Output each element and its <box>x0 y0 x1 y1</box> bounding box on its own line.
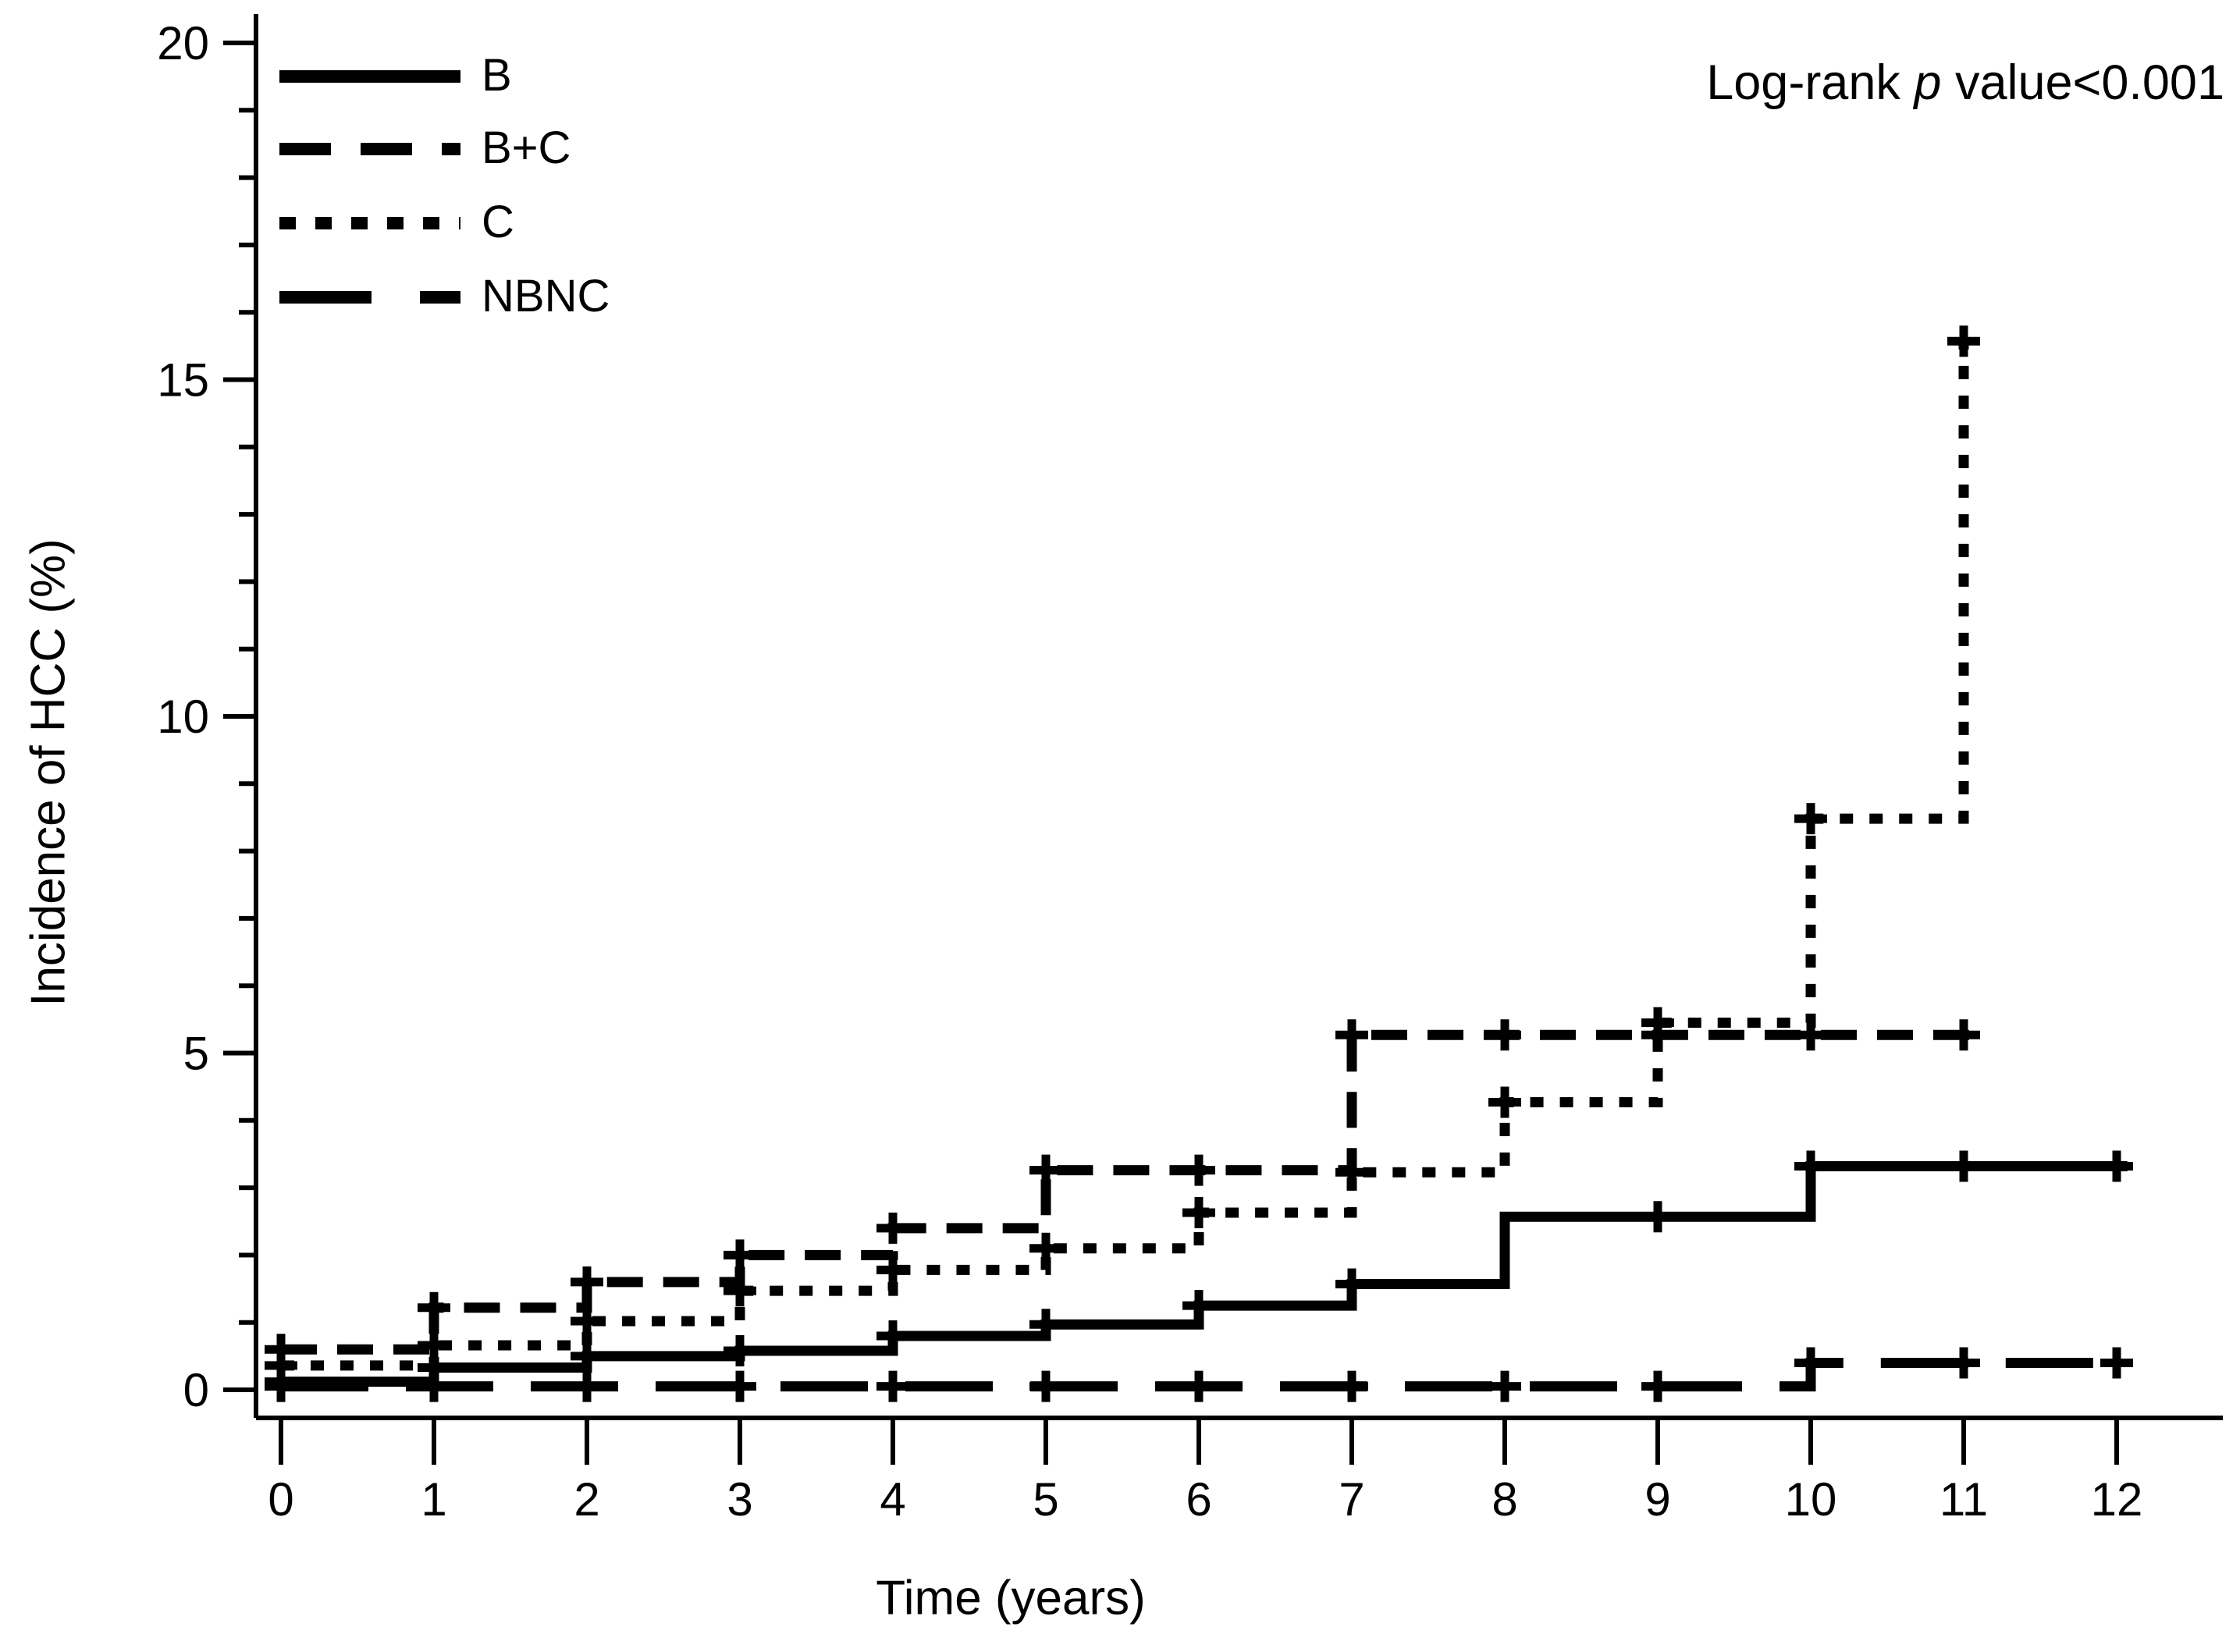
legend-label-bplusc: B+C <box>482 123 571 174</box>
x-tick-label: 10 <box>1785 1473 1837 1526</box>
axes <box>223 14 2223 1465</box>
censor-mark <box>724 1239 756 1271</box>
censor-mark <box>1794 1347 1827 1379</box>
censor-mark <box>876 1320 909 1352</box>
censor-mark <box>2100 1150 2133 1182</box>
x-tick-label: 2 <box>574 1473 599 1526</box>
censor-mark <box>1335 1370 1368 1402</box>
logrank-annotation-prefix: Log-rank <box>1706 55 1915 110</box>
series-nbnc <box>265 1347 2133 1402</box>
legend-label-nbnc: NBNC <box>482 271 610 322</box>
y-tick-label: 5 <box>183 1028 209 1080</box>
curve-bplusc <box>281 1029 1982 1355</box>
censor-mark <box>1947 1019 1980 1051</box>
series-bplusc <box>265 1019 1982 1366</box>
censor-mark <box>1488 1370 1521 1402</box>
censor-mark <box>1335 1268 1368 1300</box>
y-axis-title: Incidence of HCC (%) <box>21 538 76 1007</box>
censor-mark <box>418 1330 450 1362</box>
censor-mark <box>418 1291 450 1323</box>
legend-label-b: B <box>482 50 512 101</box>
censor-mark <box>1182 1370 1215 1402</box>
series-c <box>265 325 1980 1381</box>
censor-mark <box>418 1370 450 1402</box>
x-tick-label: 1 <box>421 1473 446 1526</box>
x-tick-label: 12 <box>2091 1473 2143 1526</box>
censor-mark <box>1488 1019 1521 1051</box>
logrank-annotation: Log-rank p value<0.001 <box>1706 55 2224 110</box>
censor-mark <box>1029 1309 1062 1341</box>
censor-marks-c <box>265 325 1980 1381</box>
censor-mark <box>1641 1007 1674 1039</box>
censor-mark <box>1029 1232 1062 1264</box>
censor-mark <box>1947 325 1980 357</box>
censor-mark <box>571 1305 603 1337</box>
censor-mark <box>1794 803 1827 835</box>
censor-mark <box>1182 1197 1215 1229</box>
censor-mark <box>571 1370 603 1402</box>
logrank-annotation-suffix: value<0.001 <box>1941 55 2224 110</box>
censor-mark <box>265 1370 297 1402</box>
y-tick-label: 20 <box>157 17 209 69</box>
legend-label-c: C <box>482 197 514 248</box>
censor-mark <box>876 1254 909 1286</box>
censor-mark <box>876 1212 909 1244</box>
x-tick-label: 11 <box>1940 1473 1988 1526</box>
y-tick-label: 0 <box>183 1364 209 1416</box>
censor-mark <box>1947 1347 1980 1379</box>
censor-marks-b <box>265 1150 2133 1398</box>
censor-mark <box>1029 1370 1062 1402</box>
y-tick-label: 15 <box>157 354 209 407</box>
censor-mark <box>2100 1347 2133 1379</box>
x-tick-label: 7 <box>1339 1473 1364 1526</box>
censor-mark <box>1029 1154 1062 1186</box>
censor-mark <box>1641 1370 1674 1402</box>
x-tick-label: 5 <box>1033 1473 1058 1526</box>
x-tick-label: 6 <box>1186 1473 1211 1526</box>
censor-mark <box>1335 1019 1368 1051</box>
censor-mark <box>1641 1201 1674 1233</box>
x-tick-label: 4 <box>880 1473 905 1526</box>
series-b <box>265 1150 2133 1398</box>
censor-mark <box>724 1370 756 1402</box>
censor-mark <box>876 1370 909 1402</box>
x-tick-label: 8 <box>1492 1473 1517 1526</box>
logrank-annotation-p: p <box>1914 55 1942 110</box>
x-tick-label: 0 <box>268 1473 293 1526</box>
y-tick-label: 10 <box>157 691 209 743</box>
x-tick-label: 9 <box>1644 1473 1670 1526</box>
censor-mark <box>1794 1150 1827 1182</box>
censor-marks-nbnc <box>265 1347 2133 1402</box>
censor-mark <box>1182 1154 1215 1186</box>
x-axis-title: Time (years) <box>876 1571 1146 1625</box>
censor-mark <box>1488 1086 1521 1118</box>
censor-mark <box>724 1275 756 1307</box>
censor-mark <box>571 1266 603 1298</box>
x-tick-label: 3 <box>727 1473 752 1526</box>
censor-mark <box>1182 1290 1215 1322</box>
censor-marks-bplusc <box>265 1019 1980 1366</box>
censor-mark <box>571 1340 603 1372</box>
censor-mark <box>1335 1156 1368 1188</box>
censor-mark <box>724 1334 756 1366</box>
legend <box>279 70 460 304</box>
censor-mark <box>1947 1150 1980 1182</box>
